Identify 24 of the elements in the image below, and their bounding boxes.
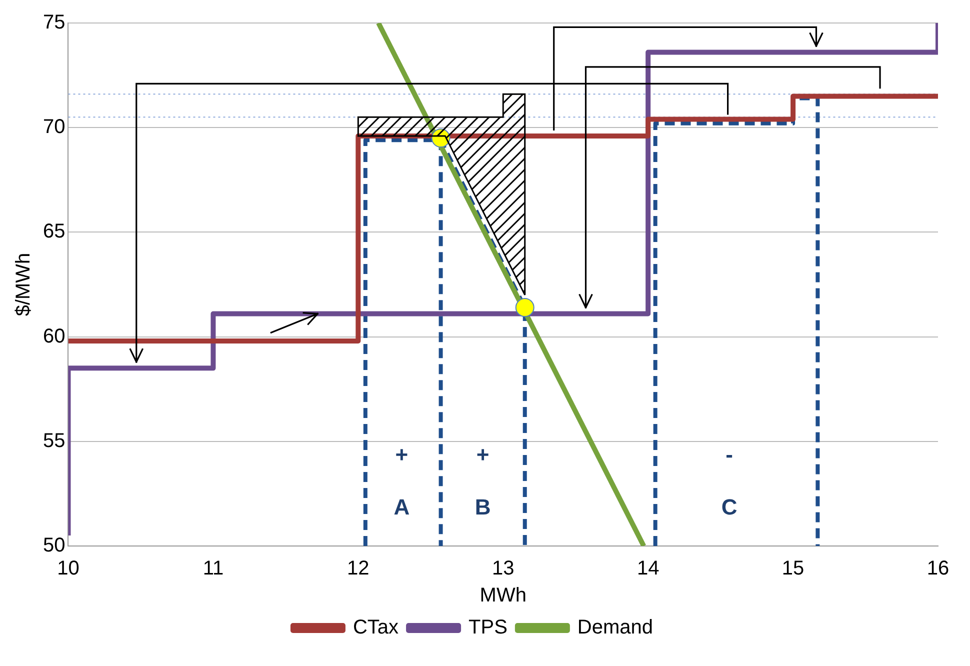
legend-label: TPS <box>468 616 508 639</box>
y-tick-label: 50 <box>42 534 66 557</box>
x-tick-label: 14 <box>636 558 660 580</box>
annotation: C <box>721 494 738 520</box>
x-tick-label: 12 <box>347 558 370 580</box>
y-tick-label: 70 <box>42 116 66 138</box>
x-tick-label: 16 <box>926 558 950 580</box>
annotation: - <box>726 442 733 468</box>
y-axis-title: $/MWh <box>12 252 35 316</box>
x-tick-label: 13 <box>492 558 514 580</box>
x-axis-title: MWh <box>480 584 526 607</box>
legend-label: Demand <box>577 616 654 639</box>
y-tick-label: 75 <box>42 12 66 34</box>
y-tick-label: 55 <box>42 430 66 452</box>
legend-label: CTax <box>352 616 399 639</box>
annotation: A <box>394 494 410 520</box>
annotation: B <box>474 494 491 520</box>
x-tick-label: 10 <box>57 558 80 580</box>
x-tick-label: 15 <box>782 558 804 580</box>
x-tick-label: 11 <box>202 558 224 580</box>
y-tick-label: 60 <box>42 325 66 348</box>
y-tick-label: 65 <box>42 220 66 243</box>
annotation: + <box>395 442 408 468</box>
annotation: + <box>476 442 490 468</box>
